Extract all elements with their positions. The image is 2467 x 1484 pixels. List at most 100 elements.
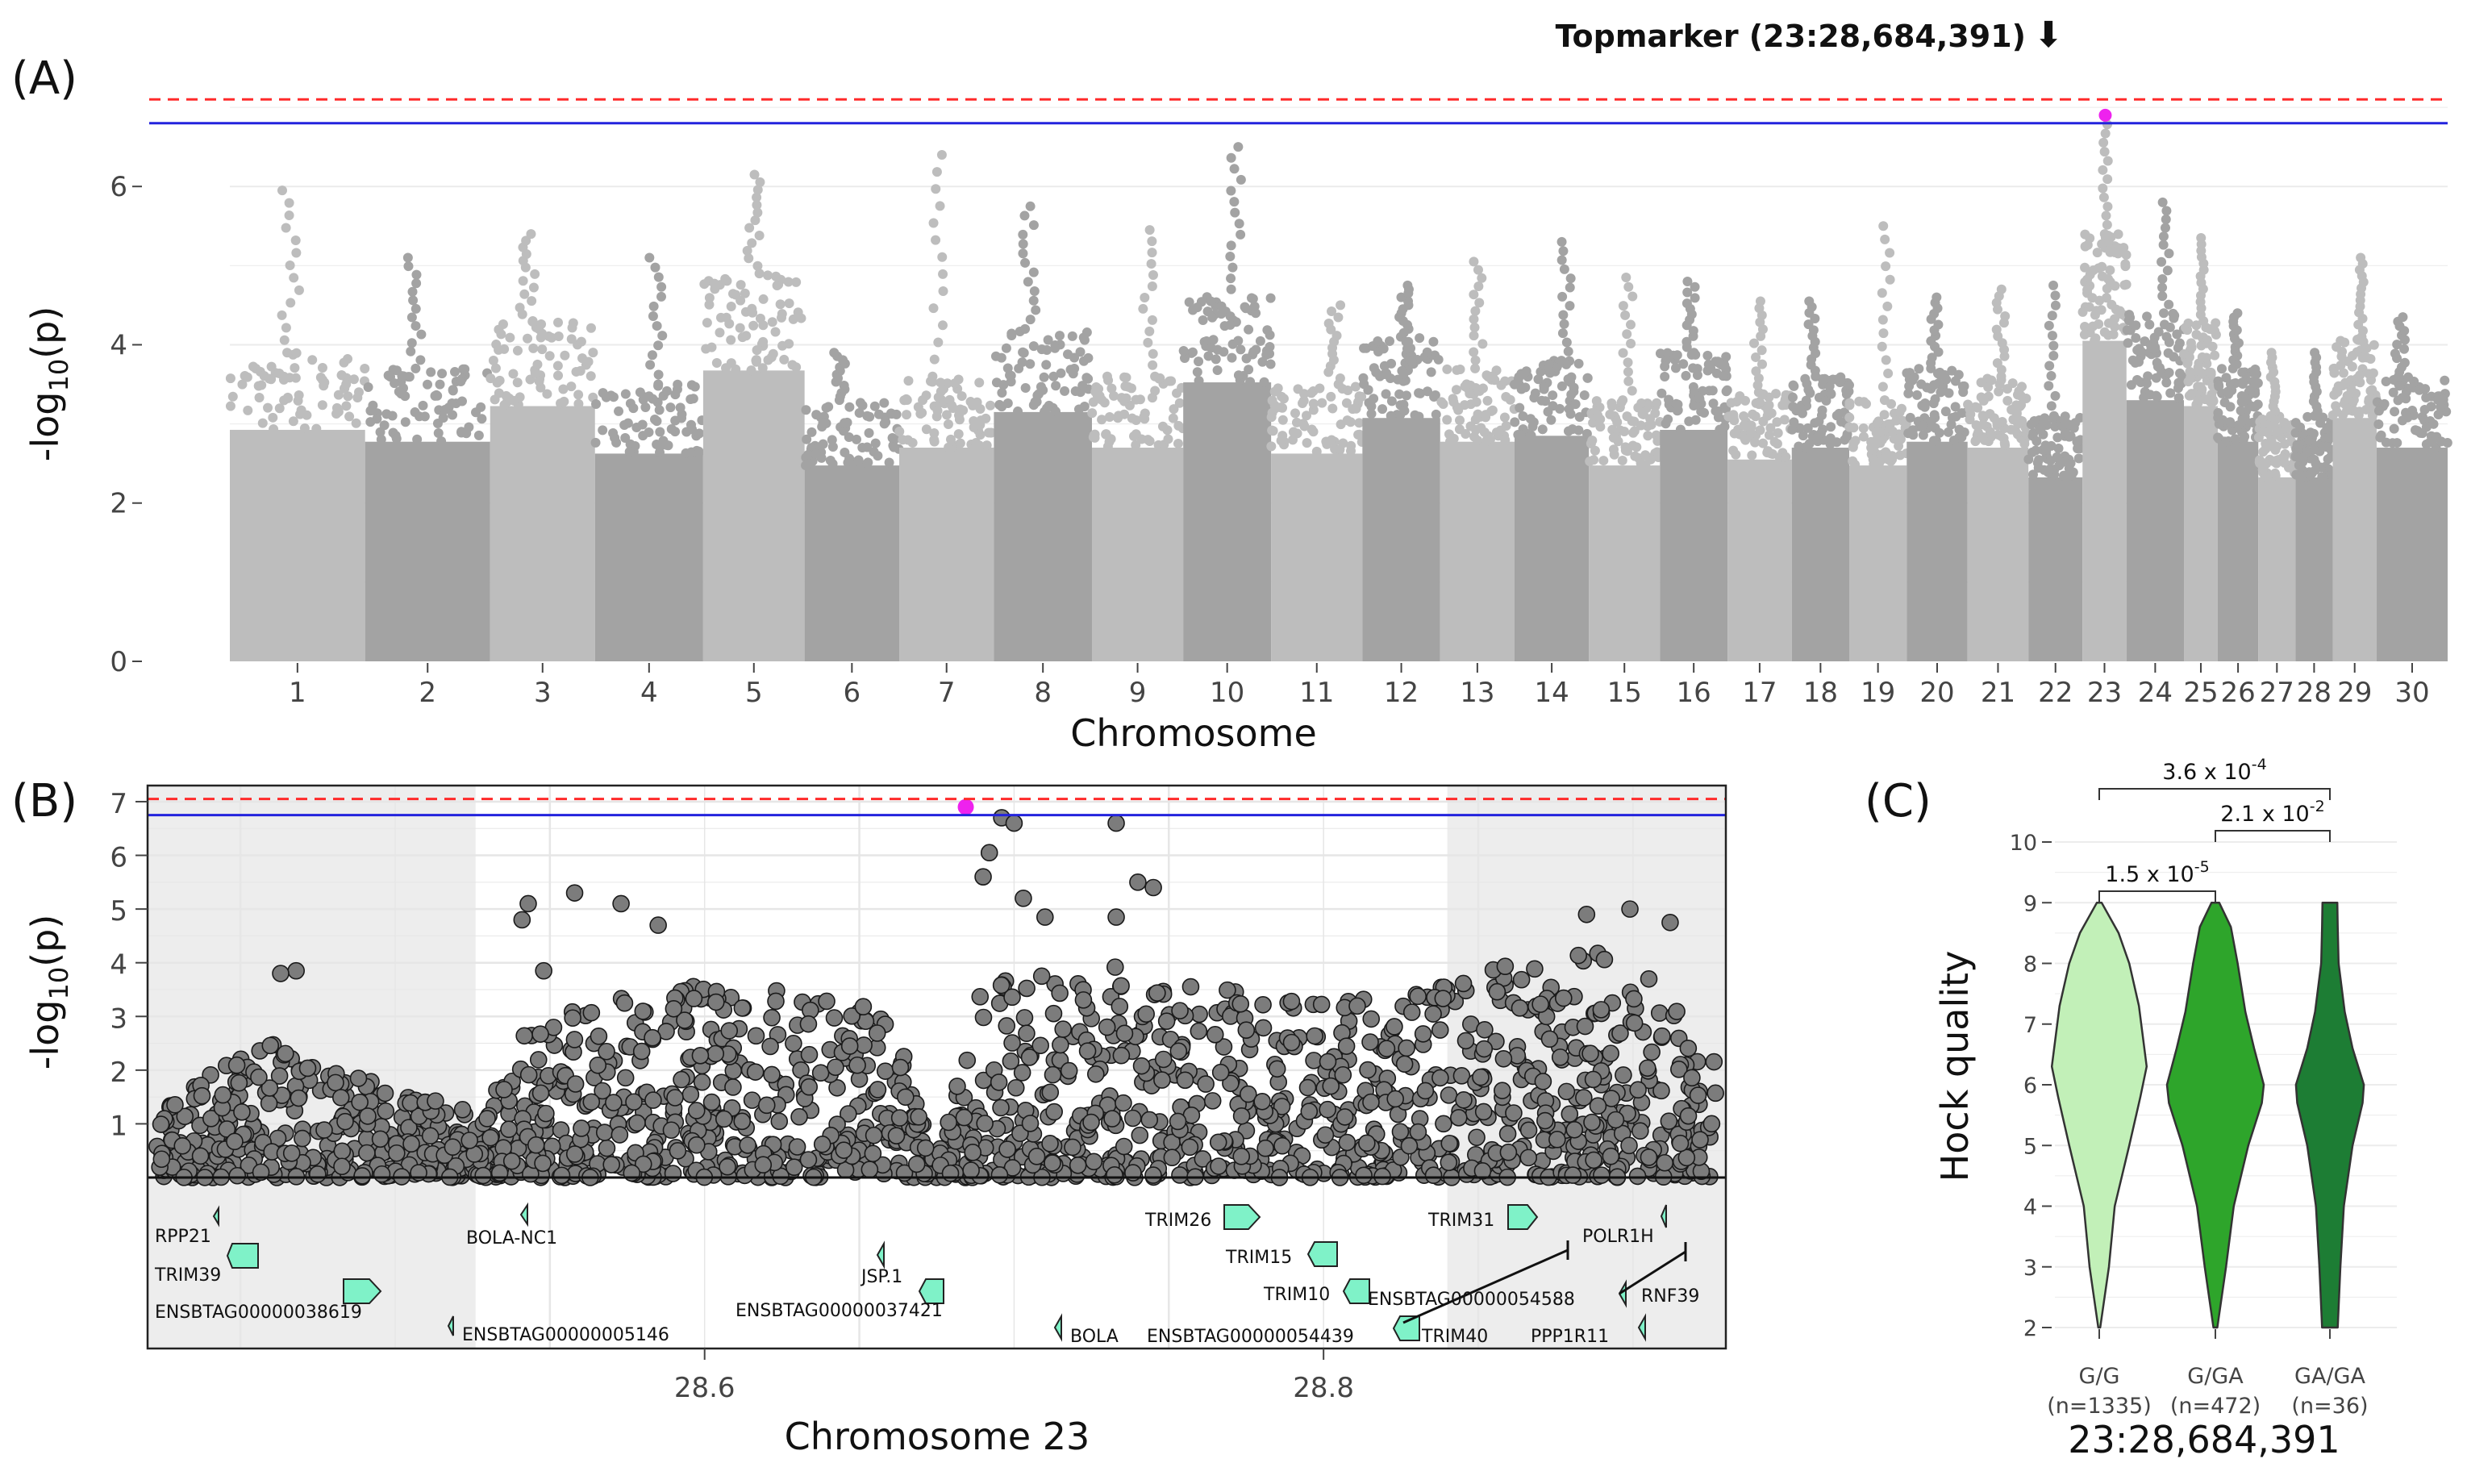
snp-point — [1766, 408, 1777, 419]
snp-point — [1219, 981, 1236, 999]
snp-point — [268, 412, 278, 423]
snp-point — [767, 317, 777, 327]
snp-point — [1844, 380, 1854, 390]
snp-point — [801, 405, 811, 415]
snp-point — [2102, 219, 2112, 230]
snp-point — [2195, 381, 2206, 392]
snp-point — [1395, 1055, 1414, 1073]
snp-point — [1267, 425, 1277, 436]
snp-point — [1073, 404, 1084, 415]
snp-point — [1226, 240, 1236, 251]
snp-point — [1169, 1042, 1188, 1061]
snp-point — [1254, 995, 1272, 1014]
snp-point — [1241, 353, 1252, 364]
snp-point — [2113, 229, 2123, 240]
snp-point — [653, 379, 664, 390]
snp-point — [1751, 352, 1761, 362]
snp-point — [1431, 409, 1441, 419]
snp-point — [1081, 327, 1092, 338]
snp-point — [1253, 1092, 1271, 1111]
snp-point — [884, 457, 894, 468]
snp-point — [2321, 442, 2332, 452]
snp-point — [686, 447, 697, 457]
snp-point — [1689, 386, 1699, 397]
snp-point — [505, 332, 515, 343]
snp-point — [2392, 438, 2402, 448]
snp-point — [564, 1009, 581, 1028]
snp-point — [2122, 325, 2132, 336]
snp-point — [1593, 1166, 1611, 1184]
snp-point — [838, 426, 848, 436]
snp-point — [974, 440, 985, 451]
snp-point — [594, 1082, 611, 1100]
gene-shape-trim15 — [1306, 1241, 1338, 1267]
snp-point — [1398, 1039, 1415, 1057]
snp-point — [687, 1102, 706, 1119]
snp-point — [1858, 423, 1869, 433]
snp-point — [2034, 455, 2044, 465]
chromosome-band — [1660, 429, 1728, 661]
snp-point — [589, 1056, 607, 1074]
snp-point — [1512, 970, 1531, 989]
snp-point — [1278, 394, 1289, 404]
snp-point — [2101, 211, 2111, 221]
snp-point — [1060, 1061, 1078, 1080]
snp-point — [2329, 390, 2340, 400]
snp-point — [1029, 286, 1040, 297]
snp-point — [1690, 293, 1700, 303]
snp-point — [531, 1084, 550, 1103]
snp-point — [1748, 409, 1758, 419]
snp-point — [1660, 371, 1670, 381]
snp-point — [1470, 355, 1481, 365]
snp-point — [1211, 354, 1221, 365]
snp-point — [471, 407, 481, 418]
snp-point — [1031, 1036, 1049, 1055]
snp-point — [670, 390, 681, 400]
snp-point — [1394, 389, 1405, 399]
snp-point — [2296, 470, 2307, 481]
snp-point — [1424, 1005, 1442, 1023]
panel-b-plot-border — [146, 784, 1727, 1350]
snp-point — [962, 1161, 980, 1179]
snp-point — [1653, 1027, 1671, 1045]
snp-point — [955, 1108, 973, 1127]
snp-point — [2146, 342, 2157, 352]
snp-point — [1409, 1123, 1427, 1141]
snp-point — [191, 1147, 210, 1165]
snp-point — [233, 1103, 251, 1121]
snp-point — [1216, 309, 1227, 319]
snp-point — [1789, 381, 1799, 391]
snp-point — [1143, 435, 1153, 445]
snp-point — [1754, 397, 1765, 407]
snp-point — [861, 1161, 879, 1178]
snp-point — [1682, 276, 1693, 286]
snp-point — [1620, 1136, 1638, 1155]
snp-point — [1115, 1137, 1133, 1156]
snp-point — [1670, 363, 1681, 373]
snp-point — [711, 357, 722, 368]
snp-point — [1771, 389, 1781, 399]
snp-point — [676, 1011, 694, 1029]
snp-point — [1140, 408, 1150, 419]
snp-point — [1115, 1094, 1132, 1112]
snp-point — [976, 415, 986, 426]
snp-point — [515, 1027, 533, 1045]
snp-point — [1470, 363, 1481, 373]
snp-point — [1711, 406, 1721, 416]
snp-point — [1514, 372, 1524, 382]
snp-point — [2044, 320, 2054, 331]
snp-point — [1501, 421, 1511, 431]
snp-point — [1804, 296, 1815, 306]
snp-point — [284, 211, 294, 221]
snp-point — [408, 295, 419, 306]
snp-point — [519, 894, 537, 913]
snp-point — [427, 1092, 444, 1110]
snp-point — [931, 184, 941, 194]
snp-point — [1563, 346, 1573, 356]
snp-point — [1794, 441, 1804, 452]
snp-point — [1672, 350, 1682, 361]
snp-point — [1557, 328, 1568, 339]
snp-point — [666, 1089, 684, 1107]
snp-point — [1273, 1136, 1291, 1155]
snp-point — [1484, 371, 1494, 381]
